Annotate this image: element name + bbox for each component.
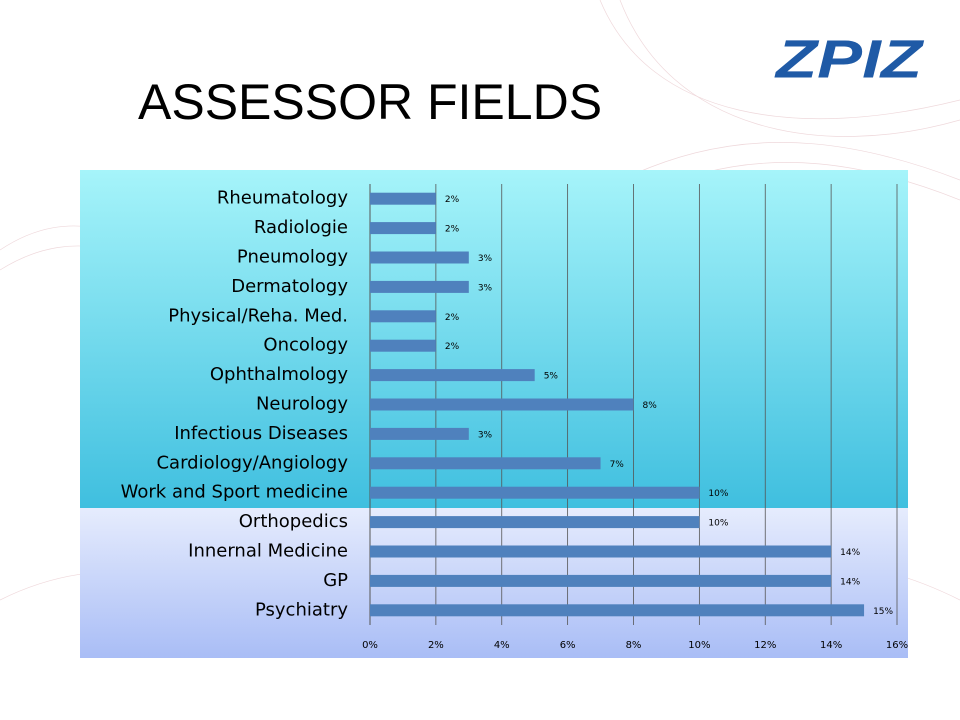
data-label: 2% <box>445 342 460 352</box>
bar <box>370 516 700 529</box>
bar <box>370 222 436 235</box>
x-tick-label: 8% <box>626 640 642 651</box>
x-tick-label: 14% <box>820 640 842 651</box>
x-tick-label: 0% <box>362 640 378 651</box>
chart: 0% 2% 4% 6% 8% 10% 12% 14% 16% Rheumatology 2% Radi… <box>121 184 908 651</box>
category-label: Orthopedics <box>239 511 348 532</box>
data-label: 8% <box>643 401 658 411</box>
data-label: 2% <box>445 225 460 235</box>
x-tick-label: 16% <box>886 640 908 651</box>
panel-top <box>80 170 908 508</box>
category-label: Psychiatry <box>255 599 348 620</box>
data-label: 7% <box>610 460 625 470</box>
category-label: Oncology <box>263 335 348 356</box>
category-label: Infectious Diseases <box>174 423 348 444</box>
data-label: 2% <box>445 195 460 205</box>
bar <box>370 192 436 205</box>
bar <box>370 251 469 264</box>
data-label: 3% <box>478 283 493 293</box>
bar <box>370 574 832 587</box>
category-label: Cardiology/Angiology <box>156 452 348 473</box>
bar <box>370 280 469 293</box>
category-label: Innernal Medicine <box>188 541 348 562</box>
x-tick-label: 12% <box>754 640 776 651</box>
data-label: 3% <box>478 254 493 264</box>
category-label: GP <box>323 570 348 591</box>
data-label: 10% <box>708 519 728 529</box>
data-label: 3% <box>478 430 493 440</box>
x-tick-label: 4% <box>494 640 510 651</box>
x-tick-label: 10% <box>688 640 710 651</box>
slide-title: ASSESSOR FIELDS <box>138 74 602 130</box>
data-label: 14% <box>840 577 860 587</box>
bar <box>370 369 535 382</box>
bar <box>370 398 634 411</box>
category-label: Dermatology <box>231 276 348 297</box>
category-label: Work and Sport medicine <box>121 482 348 503</box>
logo-box <box>776 36 922 86</box>
data-label: 15% <box>873 607 893 617</box>
category-label: Pneumology <box>237 247 348 268</box>
category-label: Neurology <box>256 394 348 415</box>
category-label: Rheumatology <box>217 188 348 209</box>
bar <box>370 339 436 352</box>
bar <box>370 545 832 558</box>
bar <box>370 427 469 440</box>
data-label: 5% <box>544 372 559 382</box>
logo: ZPIZ <box>774 29 925 89</box>
category-label: Physical/Reha. Med. <box>168 305 348 326</box>
data-label: 10% <box>708 489 728 499</box>
bar <box>370 486 700 499</box>
category-label: Ophthalmology <box>210 364 348 385</box>
bar <box>370 310 436 323</box>
x-tick-label: 2% <box>428 640 444 651</box>
bar <box>370 457 601 470</box>
x-tick-label: 6% <box>560 640 576 651</box>
data-label: 14% <box>840 548 860 558</box>
bar <box>370 604 865 617</box>
data-label: 2% <box>445 313 460 323</box>
category-label: Radiologie <box>254 217 348 238</box>
